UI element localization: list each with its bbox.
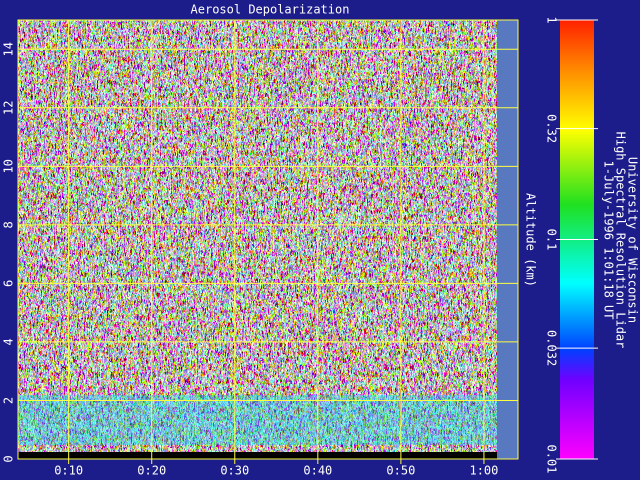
y-tick-label: 6 (2, 280, 16, 287)
x-tick-label: 0:10 (54, 464, 83, 478)
annotation: High Spectral Resolution Lidar (614, 132, 628, 349)
x-tick-label: 0:20 (137, 464, 166, 478)
x-tick-label: 0:50 (386, 464, 415, 478)
y-tick-label: 12 (2, 101, 16, 115)
x-tick-label: 1:00 (469, 464, 498, 478)
y-tick-label: 14 (2, 42, 16, 56)
colorbar-tick-label: 0.1 (545, 229, 559, 251)
y-tick-label: 0 (2, 455, 16, 462)
x-tick-label: 0:30 (220, 464, 249, 478)
colorbar-tick-label: 1 (545, 16, 559, 23)
ground (18, 452, 497, 459)
y-tick-label: 2 (2, 397, 16, 404)
y-tick-label: 8 (2, 221, 16, 228)
x-tick-label: 0:40 (303, 464, 332, 478)
y-tick-label: 10 (2, 159, 16, 173)
colorbar-tick-label: 0.32 (545, 114, 559, 143)
noise-texture (18, 20, 497, 459)
annotation: 1-July-1996 1:01:18 UT (602, 161, 616, 320)
colorbar-tick-label: 0.032 (545, 330, 559, 366)
colorbar-tick-label: 0.01 (545, 445, 559, 474)
chart-title: Aerosol Depolarization (191, 3, 350, 17)
y-axis-label: Altitude (km) (524, 193, 538, 287)
annotation: University of Wisconsin (626, 157, 640, 323)
y-tick-label: 4 (2, 338, 16, 345)
low-band (18, 395, 497, 445)
depolarization-image (18, 20, 497, 459)
